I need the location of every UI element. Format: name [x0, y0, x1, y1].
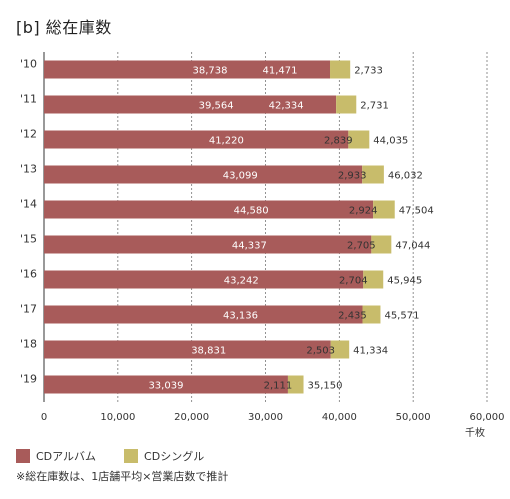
data-label-single: 2,503	[306, 346, 335, 357]
bar-single	[362, 165, 384, 184]
category-label: '14	[20, 198, 37, 211]
category-label: '18	[20, 338, 37, 351]
legend-item-album: CDアルバム	[16, 448, 96, 464]
data-label-total: 47,044	[395, 241, 430, 252]
legend-label-single: CDシングル	[144, 450, 205, 463]
data-label-album: 44,580	[234, 206, 269, 217]
data-label-total: 45,945	[387, 276, 422, 287]
data-label-single: 2,733	[354, 66, 383, 77]
data-label-album: 43,242	[224, 276, 259, 287]
data-label-single: 2,435	[338, 311, 367, 322]
data-label-single: 2,731	[360, 101, 389, 112]
x-tick-label: 50,000	[396, 412, 431, 423]
data-label-total: 46,032	[388, 171, 423, 182]
legend-swatch-album	[16, 449, 30, 463]
legend-swatch-single	[124, 449, 139, 463]
bar-album	[44, 305, 363, 324]
data-label-total: 45,571	[384, 311, 419, 322]
bar-single	[330, 60, 351, 79]
bar-album	[44, 340, 331, 359]
bar-album	[44, 270, 364, 289]
category-label: '17	[20, 303, 37, 316]
bar-album	[44, 235, 372, 254]
bar-album	[44, 95, 337, 114]
category-label: '16	[20, 268, 37, 281]
bar-album	[44, 60, 331, 79]
data-label-total: 44,035	[373, 136, 408, 147]
bar-single	[371, 235, 392, 254]
data-label-album: 43,136	[223, 311, 258, 322]
bar-single	[287, 375, 304, 394]
chart-title: [b] 総在庫数	[16, 18, 112, 37]
data-label-total: 35,150	[308, 381, 343, 392]
data-label-total: 41,334	[353, 346, 388, 357]
x-tick-label: 40,000	[322, 412, 357, 423]
bar-single	[348, 130, 370, 149]
category-label: '13	[20, 163, 37, 176]
data-label-album: 43,099	[223, 171, 258, 182]
data-label-album: 38,831	[191, 346, 226, 357]
x-tick-label: 30,000	[248, 412, 283, 423]
data-label-album: 39,564	[199, 101, 234, 112]
category-label: '12	[20, 128, 37, 141]
data-label-single: 2,839	[324, 136, 353, 147]
x-tick-label: 0	[41, 412, 47, 423]
bar-single	[336, 95, 357, 114]
data-label-single: 2,924	[349, 206, 378, 217]
data-label-album: 41,220	[209, 136, 244, 147]
category-label: '11	[20, 93, 37, 106]
legend: CDアルバム CDシングル	[16, 448, 232, 464]
data-label-album: 33,039	[148, 381, 183, 392]
category-label: '10	[20, 58, 37, 71]
category-label: '19	[20, 373, 37, 386]
bar-single	[373, 200, 395, 219]
legend-label-album: CDアルバム	[36, 450, 97, 463]
x-tick-label: 60,000	[470, 412, 505, 423]
bar-single	[363, 270, 384, 289]
bar-single	[362, 305, 381, 324]
x-tick-label: 20,000	[174, 412, 209, 423]
bar-album	[44, 200, 374, 219]
bar-album	[44, 165, 363, 184]
data-label-single: 2,705	[347, 241, 376, 252]
bar-album	[44, 375, 288, 394]
data-label-single: 2,111	[264, 381, 293, 392]
x-tick-label: 10,000	[100, 412, 135, 423]
data-label-total: 42,334	[269, 101, 304, 112]
bar-album	[44, 130, 349, 149]
data-label-total: 47,504	[399, 206, 434, 217]
category-label: '15	[20, 233, 37, 246]
data-label-single: 2,704	[339, 276, 368, 287]
bar-chart: 0 10,000 20,000 30,000 40,000 50,000 60,000 千枚 '…	[20, 52, 505, 439]
data-label-total: 41,471	[263, 66, 298, 77]
footnote: ※総在庫数は、1店舗平均×営業店数で推計	[16, 470, 229, 483]
bar-single	[330, 340, 350, 359]
unit-label: 千枚	[465, 426, 485, 439]
data-label-album: 38,738	[193, 66, 228, 77]
data-label-album: 44,337	[232, 241, 267, 252]
legend-item-single: CDシングル	[124, 448, 204, 464]
data-label-single: 2,933	[338, 171, 367, 182]
